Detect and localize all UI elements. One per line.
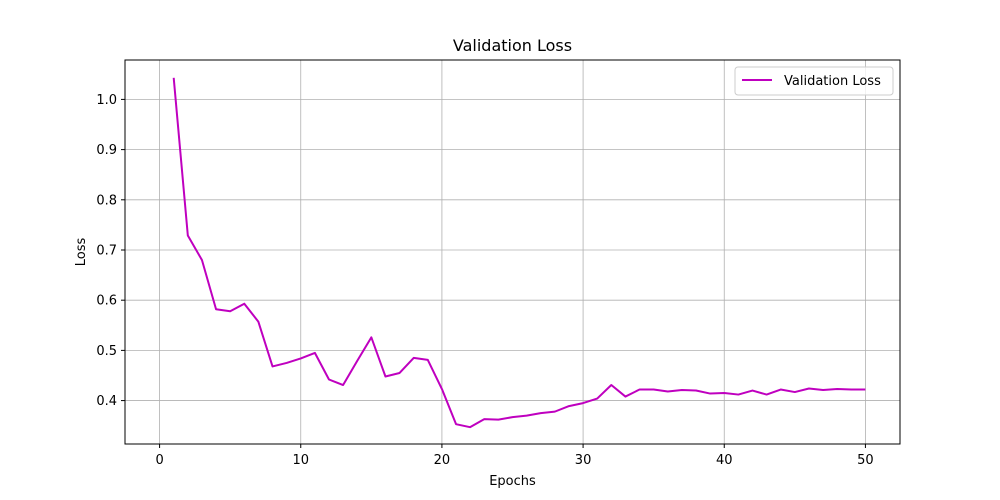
grid — [125, 60, 900, 444]
y-tick-label: 0.6 — [96, 294, 117, 309]
y-axis: 0.4 0.5 0.6 0.7 0.8 0.9 1.0 — [96, 93, 125, 409]
legend-label: Validation Loss — [784, 74, 881, 89]
legend: Validation Loss — [734, 66, 894, 96]
x-tick-label: 30 — [575, 453, 592, 468]
x-tick-label: 50 — [857, 453, 874, 468]
y-axis-label: Loss — [74, 238, 89, 267]
x-tick-label: 0 — [155, 453, 163, 468]
x-tick-label: 20 — [434, 453, 451, 468]
y-tick-label: 0.9 — [96, 143, 117, 158]
x-axis-label: Epochs — [489, 474, 536, 489]
y-tick-label: 0.5 — [96, 344, 117, 359]
series-line — [172, 77, 866, 429]
chart-title: Validation Loss — [453, 36, 572, 55]
y-tick-label: 0.4 — [96, 394, 117, 409]
y-tick-label: 0.7 — [96, 243, 117, 258]
x-tick-label: 40 — [716, 453, 733, 468]
x-axis: 0 10 20 30 40 50 — [155, 444, 874, 468]
x-tick-label: 10 — [292, 453, 309, 468]
series-layer — [172, 77, 866, 429]
plot-area — [124, 59, 901, 445]
legend-box — [734, 66, 894, 96]
y-tick-label: 1.0 — [96, 93, 117, 108]
y-tick-label: 0.8 — [96, 193, 117, 208]
